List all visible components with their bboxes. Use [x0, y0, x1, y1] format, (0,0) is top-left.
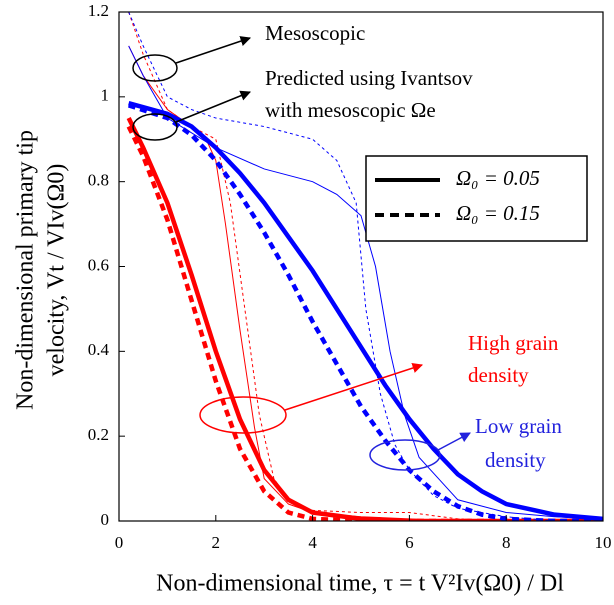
annotation-arrow: [437, 432, 471, 451]
y-tick-label: 1: [101, 86, 110, 105]
x-axis-label: Non-dimensional time, τ = t V²Iv(Ω0) / D…: [156, 571, 564, 597]
y-axis-label: Non-dimensional primary tip: [13, 130, 39, 410]
data-line: [128, 12, 603, 521]
annotation-arrow: [284, 362, 423, 411]
annotation: Mesoscopic: [265, 21, 365, 45]
x-tick-label: 2: [212, 533, 221, 552]
legend-label: Ω₀ = 0.05: [456, 166, 540, 190]
data-line: [127, 103, 603, 521]
annotation: density: [468, 363, 529, 387]
data-line: [128, 45, 603, 520]
y-tick-label: 0: [101, 510, 110, 529]
annotation-ellipse: [132, 54, 178, 82]
x-tick-label: 0: [115, 533, 124, 552]
y-tick-label: 0.4: [88, 340, 110, 359]
annotation: High grain: [468, 331, 559, 355]
data-line: [128, 12, 603, 521]
x-tick-label: 4: [308, 533, 317, 552]
data-line: [128, 101, 603, 521]
x-tick-label: 8: [502, 533, 511, 552]
y-tick-label: 0.6: [88, 255, 109, 274]
annotation: Low grain: [475, 414, 562, 438]
annotation-ellipse: [199, 396, 287, 434]
plot-lines: [126, 12, 603, 521]
y-axis-label: velocity, Vt / VIv(Ω0): [44, 164, 70, 377]
x-tick-label: 6: [405, 533, 414, 552]
legend-label: Ω₀ = 0.15: [456, 201, 540, 225]
x-tick-label: 10: [595, 533, 612, 552]
legend-box: [365, 155, 588, 242]
y-tick-label: 1.2: [88, 1, 109, 20]
annotation-arrow: [175, 90, 251, 123]
annotation-ellipse: [369, 439, 441, 471]
data-line: [126, 125, 603, 521]
y-tick-label: 0.2: [88, 425, 109, 444]
annotation: Predicted using Ivantsov: [265, 66, 473, 90]
annotation: density: [485, 448, 546, 472]
annotation: with mesoscopic Ωe: [265, 98, 436, 122]
annotation-ellipse: [132, 113, 178, 141]
y-tick-label: 0.8: [88, 171, 109, 190]
annotation-arrow: [175, 36, 251, 64]
